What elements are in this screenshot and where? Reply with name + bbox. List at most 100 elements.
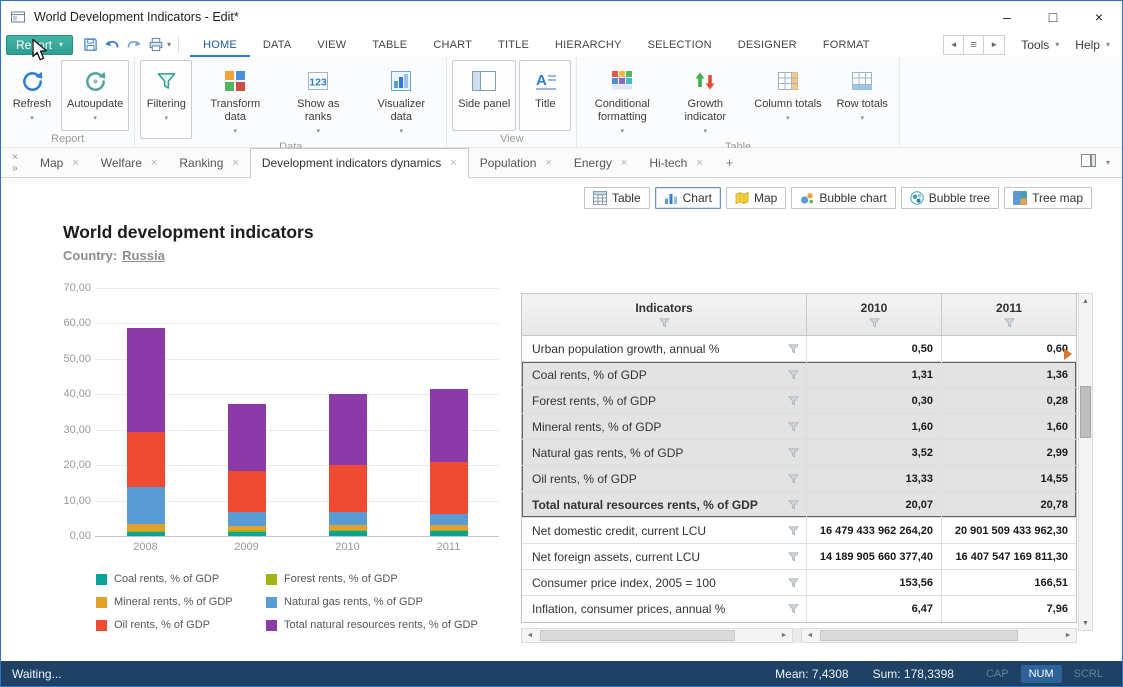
- redo-icon[interactable]: [126, 38, 142, 52]
- add-tab-button[interactable]: +: [725, 155, 734, 170]
- funnel-icon[interactable]: [788, 551, 799, 562]
- bar-segment-oil-rents-of-gdp[interactable]: [126, 432, 165, 488]
- tree-map-view-button[interactable]: Tree map: [1004, 187, 1092, 209]
- vscroll-track[interactable]: [1079, 308, 1092, 616]
- funnel-icon[interactable]: [788, 499, 799, 510]
- bar-segment-coal-rents-of-gdp[interactable]: [126, 532, 165, 536]
- minimize-button[interactable]: –: [1003, 8, 1011, 25]
- tab-ranking[interactable]: Ranking ×: [168, 148, 249, 177]
- scroll-up-button[interactable]: ▲: [1082, 297, 1089, 305]
- transform-data-button[interactable]: Transform data ▾: [195, 60, 275, 139]
- table-row-net-domestic-credit-current-lcu[interactable]: Net domestic credit, current LCU 16 479 4…: [522, 518, 1076, 544]
- table-row-oil-rents-of-gdp[interactable]: Oil rents, % of GDP 13,33 14,55: [522, 466, 1076, 492]
- menu-item-selection[interactable]: SELECTION: [647, 38, 712, 51]
- menu-item-table[interactable]: TABLE: [372, 38, 408, 51]
- bar-segment-natural-gas-rents-of-gdp[interactable]: [227, 511, 266, 526]
- bar-segment-mineral-rents-of-gdp[interactable]: [227, 525, 266, 531]
- prev-page-button[interactable]: ◄: [944, 35, 965, 54]
- table-row-net-foreign-assets-current-lcu[interactable]: Net foreign assets, current LCU 14 189 90…: [522, 544, 1076, 570]
- funnel-icon[interactable]: [788, 447, 799, 458]
- table-hscrollbar-left[interactable]: ◄ ►: [521, 628, 793, 643]
- row-totals-button[interactable]: Row totals ▾: [831, 60, 894, 139]
- tab-list-caret[interactable]: ▾: [1105, 158, 1110, 167]
- bar-segment-mineral-rents-of-gdp[interactable]: [328, 524, 367, 531]
- funnel-icon[interactable]: [788, 525, 799, 536]
- column-totals-button[interactable]: Column totals ▾: [748, 60, 827, 139]
- title-button[interactable]: A Title: [519, 60, 572, 131]
- tab-welfare[interactable]: Welfare ×: [90, 148, 169, 177]
- tab-energy[interactable]: Energy ×: [563, 148, 638, 177]
- menu-item-designer[interactable]: DESIGNER: [737, 38, 797, 51]
- dropdown-caret-icon[interactable]: ▾: [786, 115, 790, 123]
- menu-item-chart[interactable]: CHART: [433, 38, 473, 51]
- bar-segment-oil-rents-of-gdp[interactable]: [328, 464, 367, 513]
- bar-segment-coal-rents-of-gdp[interactable]: [429, 531, 468, 536]
- table-row-urban-population-growth-annual[interactable]: Urban population growth, annual % 0,50 0,6…: [522, 336, 1076, 362]
- scroll-down-button[interactable]: ▼: [1082, 619, 1089, 627]
- table-hscrollbar-right[interactable]: ◄ ►: [801, 628, 1077, 643]
- dropdown-caret-icon[interactable]: ▾: [703, 128, 708, 136]
- scroll-right-button[interactable]: ►: [1064, 632, 1072, 639]
- bar-segment-total-natural-resources-rents-of-gdp[interactable]: [328, 393, 367, 465]
- bar-segment-coal-rents-of-gdp[interactable]: [227, 531, 266, 536]
- bubble-chart-view-button[interactable]: Bubble chart: [791, 187, 896, 209]
- bar-segment-total-natural-resources-rents-of-gdp[interactable]: [429, 388, 468, 463]
- autoupdate-button[interactable]: Autoupdate ▾: [61, 60, 130, 131]
- bar-segment-mineral-rents-of-gdp[interactable]: [429, 524, 468, 531]
- bar-segment-forest-rents-of-gdp[interactable]: [328, 530, 367, 532]
- funnel-icon[interactable]: [788, 421, 799, 432]
- funnel-icon[interactable]: [658, 318, 670, 328]
- table-row-consumer-price-index-2005-100[interactable]: Consumer price index, 2005 = 100 153,56 16…: [522, 570, 1076, 596]
- vscroll-thumb[interactable]: [1080, 386, 1091, 438]
- tab-hi-tech[interactable]: Hi-tech ×: [638, 148, 713, 177]
- menu-item-home[interactable]: HOME: [190, 32, 250, 57]
- bar-segment-oil-rents-of-gdp[interactable]: [227, 470, 266, 512]
- show-as-ranks-button[interactable]: 123 Show as ranks ▾: [278, 60, 358, 139]
- dropdown-caret-icon[interactable]: ▾: [30, 115, 34, 123]
- dropdown-caret-icon[interactable]: ▾: [164, 115, 169, 123]
- column-header-indicators[interactable]: Indicators: [522, 294, 807, 335]
- close-tab-icon[interactable]: ×: [696, 156, 703, 169]
- bar-segment-oil-rents-of-gdp[interactable]: [429, 462, 468, 514]
- close-tab-icon[interactable]: ×: [72, 156, 79, 169]
- table-row-forest-rents-of-gdp[interactable]: Forest rents, % of GDP 0,30 0,28: [522, 388, 1076, 414]
- print-icon[interactable]: [148, 37, 164, 52]
- undo-icon[interactable]: [104, 38, 120, 52]
- table-row-natural-gas-rents-of-gdp[interactable]: Natural gas rents, % of GDP 3,52 2,99: [522, 440, 1076, 466]
- close-tab-icon[interactable]: ×: [545, 156, 552, 169]
- bar-segment-natural-gas-rents-of-gdp[interactable]: [328, 512, 367, 525]
- close-tab-icon[interactable]: ×: [150, 156, 158, 169]
- column-splitter[interactable]: [793, 628, 801, 643]
- menu-item-title[interactable]: TITLE: [498, 38, 529, 51]
- menu-item-format[interactable]: FORMAT: [822, 38, 870, 51]
- dropdown-caret-icon[interactable]: ▾: [233, 128, 238, 136]
- table-row-inflation-consumer-prices-annual[interactable]: Inflation, consumer prices, annual % 6,47…: [522, 596, 1076, 622]
- bar-segment-mineral-rents-of-gdp[interactable]: [126, 524, 165, 532]
- table-view-button[interactable]: Table: [583, 187, 650, 209]
- scroll-left-button[interactable]: ◄: [806, 632, 814, 639]
- funnel-icon[interactable]: [1003, 318, 1015, 328]
- bar-segment-total-natural-resources-rents-of-gdp[interactable]: [227, 404, 266, 471]
- column-header-2010[interactable]: 2010: [807, 294, 942, 335]
- tab-development-indicators-dynamics[interactable]: Development indicators dynamics ×: [249, 148, 469, 178]
- dropdown-caret-icon[interactable]: ▾: [620, 128, 625, 136]
- tab-population[interactable]: Population ×: [469, 148, 563, 177]
- table-row-mineral-rents-of-gdp[interactable]: Mineral rents, % of GDP 1,60 1,60: [522, 414, 1076, 440]
- close-tab-icon[interactable]: ×: [620, 156, 628, 169]
- dropdown-caret-icon[interactable]: ▾: [860, 115, 864, 123]
- chart-view-button[interactable]: Chart: [654, 187, 721, 209]
- print-dropdown-caret[interactable]: ▾: [167, 40, 172, 49]
- menu-item-hierarchy[interactable]: HIERARCHY: [555, 38, 622, 51]
- table-vertical-scrollbar[interactable]: ▲ ▼: [1078, 293, 1093, 631]
- menu-item-data[interactable]: DATA: [262, 38, 292, 51]
- funnel-icon[interactable]: [788, 473, 799, 484]
- hscroll-track[interactable]: [538, 629, 776, 642]
- funnel-icon[interactable]: [788, 577, 799, 588]
- dropdown-caret-icon[interactable]: ▾: [316, 128, 321, 136]
- conditional-formatting-button[interactable]: Conditional formatting ▾: [582, 60, 662, 139]
- side-panel-button[interactable]: Side panel: [452, 60, 517, 131]
- bar-segment-natural-gas-rents-of-gdp[interactable]: [429, 513, 468, 525]
- visualizer-data-button[interactable]: Visualizer data ▾: [361, 60, 441, 139]
- page-list-button[interactable]: ≡: [964, 35, 985, 54]
- refresh-button[interactable]: Refresh ▾: [6, 60, 58, 131]
